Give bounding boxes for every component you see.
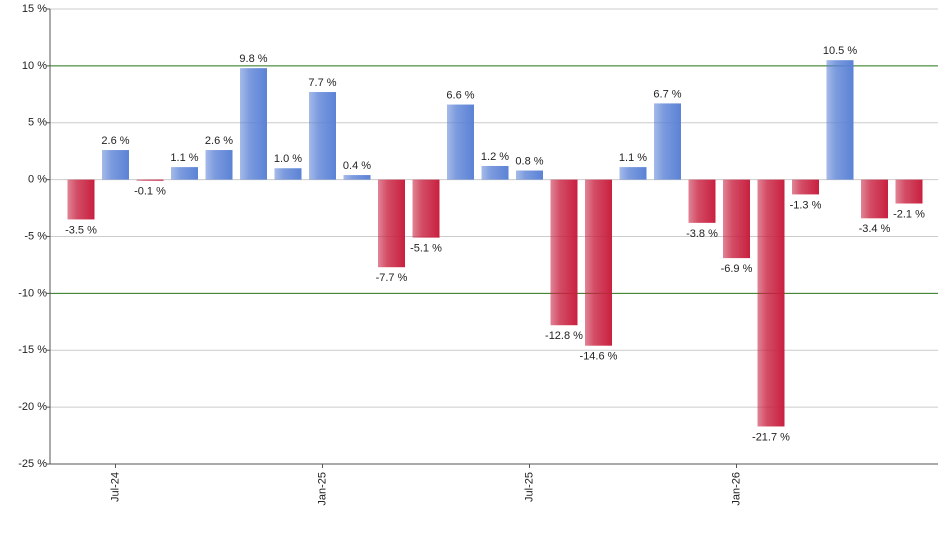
bar [343, 175, 371, 180]
value-label: -1.3 % [790, 199, 822, 211]
bar [481, 165, 509, 180]
bar [274, 168, 302, 180]
value-label: -3.5 % [65, 224, 97, 236]
y-tick-label: 5 % [28, 117, 47, 129]
bar [792, 179, 819, 195]
value-label: -0.1 % [134, 186, 166, 198]
bar [309, 92, 336, 180]
value-label: 2.6 % [205, 135, 233, 147]
value-label: 2.6 % [101, 135, 129, 147]
value-label: 1.0 % [274, 153, 302, 165]
bar [757, 179, 785, 427]
y-tick-label: -15 % [18, 344, 47, 356]
bar [378, 179, 405, 268]
bar [412, 179, 440, 238]
y-tick-label: -5 % [24, 230, 47, 242]
y-tick-label: 15 % [22, 3, 47, 15]
value-label: -14.6 % [580, 351, 618, 363]
bar [516, 170, 543, 180]
y-tick-label: -10 % [18, 287, 47, 299]
bar [654, 103, 681, 180]
bar [585, 179, 612, 346]
value-label: 10.5 % [823, 45, 857, 57]
bar [136, 179, 164, 181]
value-label: 7.7 % [308, 77, 336, 89]
value-label: 1.1 % [619, 152, 647, 164]
x-tick-label: Jan-25 [316, 472, 328, 506]
value-label: 1.1 % [170, 152, 198, 164]
y-tick-label: -20 % [18, 401, 47, 413]
bar [205, 150, 233, 180]
bar [550, 179, 578, 326]
y-tick-label: 10 % [22, 60, 47, 72]
y-tick-label: 0 % [28, 174, 47, 186]
value-label: -7.7 % [376, 272, 408, 284]
value-label: -5.1 % [410, 243, 442, 255]
x-tick-label: Jul-24 [109, 472, 121, 502]
bar [619, 167, 647, 180]
y-tick-label: -25 % [18, 458, 47, 470]
bar [447, 104, 474, 180]
bar [895, 179, 923, 204]
value-label: 0.4 % [343, 160, 371, 172]
bar [240, 68, 267, 180]
value-label: 9.8 % [239, 53, 267, 65]
value-label: 6.6 % [446, 89, 474, 101]
value-label: -21.7 % [752, 431, 790, 443]
bar [171, 167, 198, 180]
value-label: 1.2 % [481, 151, 509, 163]
value-label: 0.8 % [515, 155, 543, 167]
bar [826, 60, 854, 180]
value-label: -3.4 % [859, 223, 891, 235]
bar [67, 179, 95, 220]
value-label: -2.1 % [893, 208, 925, 220]
bar [861, 179, 888, 219]
value-label: -3.8 % [686, 228, 718, 240]
x-tick-label: Jan-26 [730, 472, 742, 506]
x-tick-label: Jul-25 [523, 472, 535, 502]
bar [102, 150, 129, 180]
bar [723, 179, 750, 259]
value-label: -12.8 % [545, 330, 583, 342]
value-label: 6.7 % [653, 88, 681, 100]
bar [688, 179, 716, 223]
value-label: -6.9 % [721, 263, 753, 275]
